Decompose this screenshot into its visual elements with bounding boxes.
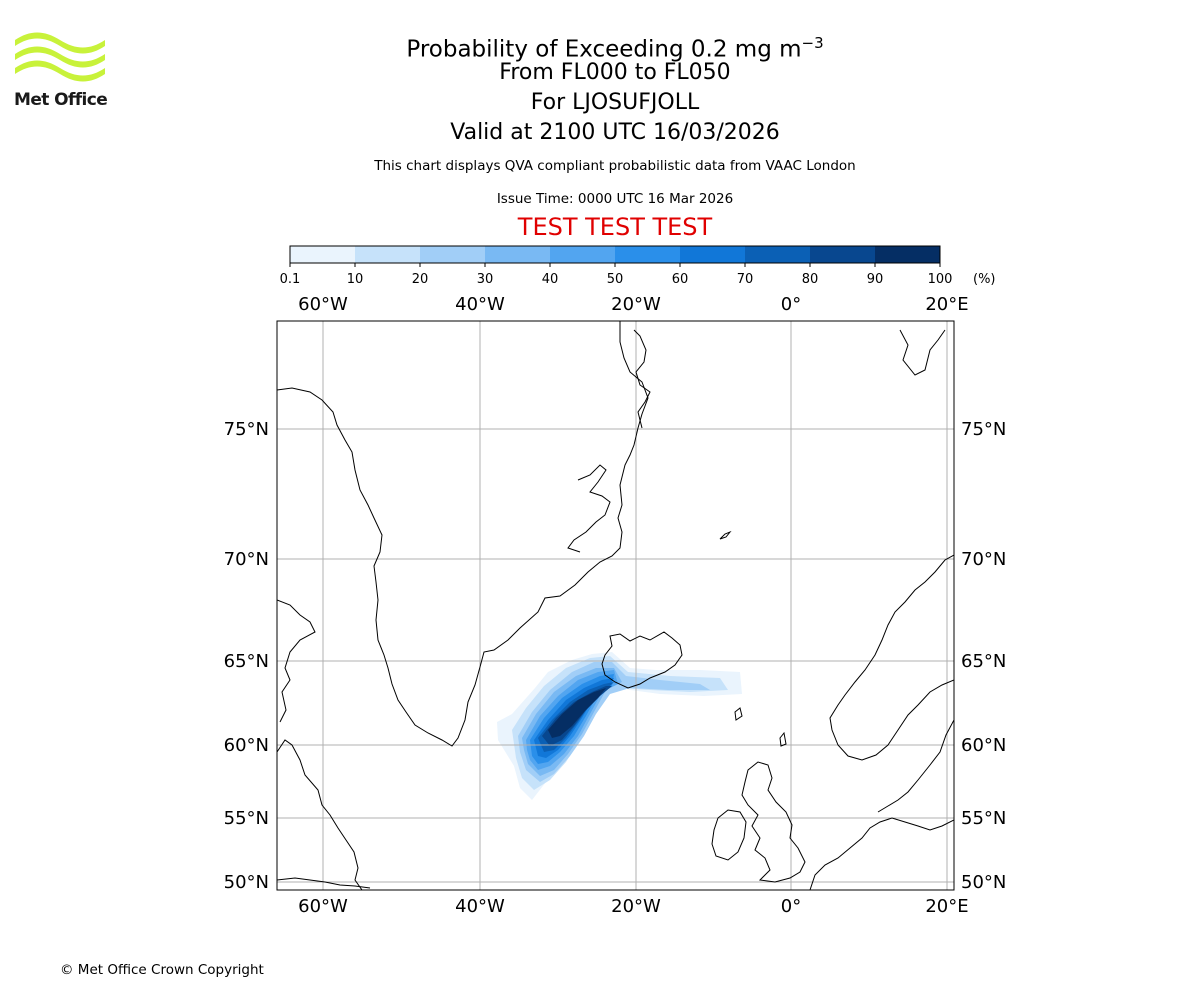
coastline-jan-mayen (719, 530, 732, 540)
colorbar-tick-label: 20 (412, 272, 429, 287)
valid-time: Valid at 2100 UTC 16/03/2026 (450, 120, 780, 145)
colorbar-tick-label: 60 (672, 272, 689, 287)
coastline-canada (277, 599, 316, 723)
met-office-logo: Met Office (14, 30, 114, 112)
title-text: Probability of Exceeding 0.2 mg m (406, 36, 802, 63)
coastline-faroes (734, 707, 743, 721)
lat-label-right: 70°N (961, 549, 1006, 570)
lat-labels-left: 75°N 70°N 65°N 60°N 55°N 50°N (224, 419, 269, 893)
lat-label-left: 65°N (224, 651, 269, 672)
coastline-shetland (779, 731, 787, 747)
colorbar-tick-label: 0.1 (280, 272, 301, 287)
lon-label-top: 40°W (455, 294, 505, 315)
lon-label-bottom: 20°E (925, 896, 968, 917)
title-exponent: −3 (801, 34, 824, 52)
coastline-sweden (877, 719, 954, 813)
colorbar-tick-label: 30 (477, 272, 494, 287)
ash-plume (497, 652, 742, 800)
coastline-greenland-fjords (567, 464, 611, 553)
map-frame (276, 320, 955, 891)
test-banner: TEST TEST TEST (517, 213, 713, 241)
lon-label-top: 0° (781, 294, 801, 315)
colorbar-cell (875, 246, 941, 263)
lat-label-right: 65°N (961, 651, 1006, 672)
met-office-waves-icon (15, 32, 105, 82)
coastline-newfoundland (277, 877, 371, 889)
lon-label-bottom: 0° (781, 896, 801, 917)
lat-label-left: 55°N (224, 808, 269, 829)
colorbar-unit: (%) (973, 272, 996, 287)
coastline-labrador (277, 739, 363, 890)
colorbar-cell (745, 246, 811, 263)
lon-label-top: 20°E (925, 294, 968, 315)
lon-label-bottom: 60°W (298, 896, 348, 917)
plume-band (548, 688, 606, 738)
disclaimer-text: This chart displays QVA compliant probab… (374, 158, 856, 174)
colorbar-cell (485, 246, 551, 263)
map-area: 60°W 40°W 20°W 0° 20°E 60°W 40°W 20°W 0°… (224, 294, 1007, 917)
colorbar-cell (550, 246, 616, 263)
lat-label-left: 60°N (224, 735, 269, 756)
colorbar-tick-label: 100 (928, 272, 953, 287)
coastline-svalbard (899, 329, 946, 376)
coastline-europe (809, 817, 954, 890)
colorbar-cell (680, 246, 746, 263)
lat-label-right: 50°N (961, 872, 1006, 893)
lon-labels-top: 60°W 40°W 20°W 0° 20°E (298, 294, 968, 315)
coastlines (277, 321, 954, 890)
lat-label-left: 50°N (224, 872, 269, 893)
lat-labels-right: 75°N 70°N 65°N 60°N 55°N 50°N (961, 419, 1006, 893)
colorbar-cell (355, 246, 421, 263)
lat-label-right: 55°N (961, 808, 1006, 829)
lon-label-top: 60°W (298, 294, 348, 315)
coastline-iceland (601, 631, 683, 689)
colorbar-cell (290, 246, 356, 263)
colorbar-tick-label: 90 (867, 272, 884, 287)
lon-label-top: 20°W (611, 294, 661, 315)
coastline-norway (829, 554, 954, 761)
colorbar-tick-label: 50 (607, 272, 624, 287)
copyright-text: © Met Office Crown Copyright (60, 962, 264, 978)
colorbar-tick-label: 10 (347, 272, 364, 287)
coastline-greenland-east (633, 329, 651, 429)
lat-label-left: 75°N (224, 419, 269, 440)
map-background (277, 321, 954, 890)
lon-label-bottom: 40°W (455, 896, 505, 917)
colorbar-tick-label: 80 (802, 272, 819, 287)
colorbar-cell (420, 246, 486, 263)
lat-label-right: 60°N (961, 735, 1006, 756)
lat-label-right: 75°N (961, 419, 1006, 440)
colorbar-cell (810, 246, 876, 263)
logo-text: Met Office (14, 90, 108, 110)
issue-time: Issue Time: 0000 UTC 16 Mar 2026 (496, 191, 734, 207)
chart-title: Probability of Exceeding 0.2 mg m−3 (0, 26, 1200, 63)
colorbar: 0.1 10 20 30 40 50 60 70 80 90 100 (%) (280, 245, 996, 287)
coastline-ireland (711, 809, 747, 861)
gridlines (277, 321, 954, 890)
lat-label-left: 70°N (224, 549, 269, 570)
colorbar-tick-label: 70 (737, 272, 754, 287)
coastline-greenland (277, 321, 649, 747)
coastline-great-britain (741, 761, 806, 883)
lon-labels-bottom: 60°W 40°W 20°W 0° 20°E (298, 896, 968, 917)
colorbar-cell (615, 246, 681, 263)
lon-label-bottom: 20°W (611, 896, 661, 917)
level-range: From FL000 to FL050 (499, 60, 731, 85)
volcano-name: For LJOSUFJOLL (530, 90, 700, 115)
chart-title-block: Probability of Exceeding 0.2 mg m−3 From… (0, 26, 1200, 148)
colorbar-tick-label: 40 (542, 272, 559, 287)
